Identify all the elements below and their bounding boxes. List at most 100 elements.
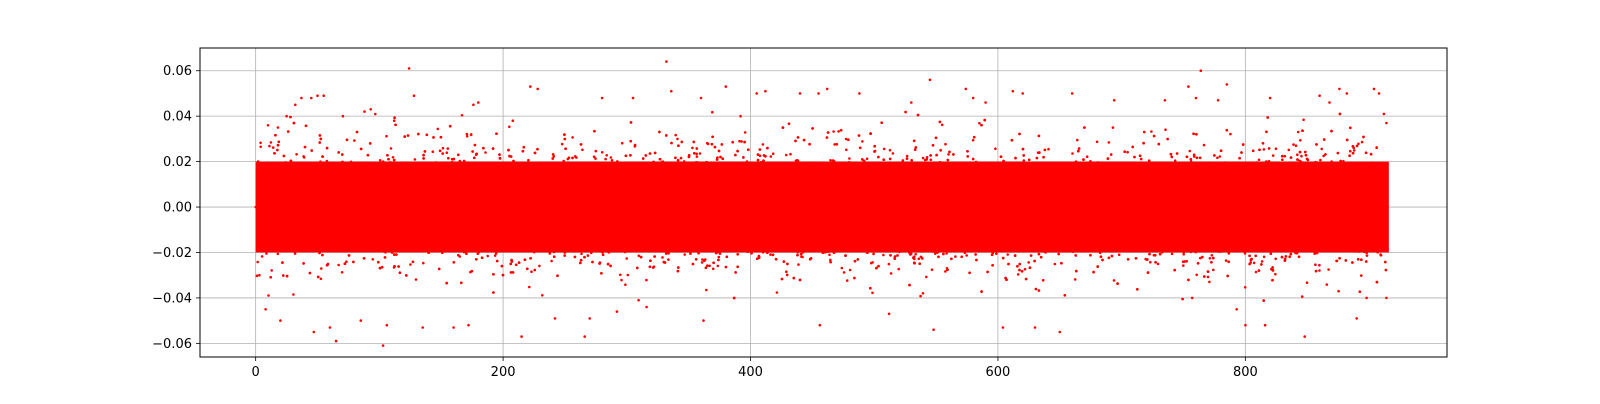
data-point [465, 161, 469, 165]
data-point [494, 252, 498, 255]
data-point [295, 162, 298, 165]
data-point [1060, 261, 1063, 265]
data-point [1126, 150, 1129, 154]
data-point [431, 150, 435, 153]
data-point [509, 271, 513, 274]
data-point [1089, 160, 1092, 163]
data-point [1296, 158, 1299, 161]
data-point [473, 156, 476, 160]
data-point [1379, 253, 1383, 257]
data-point [567, 156, 571, 159]
data-point [1284, 255, 1288, 258]
data-point [821, 251, 825, 254]
data-point [694, 258, 698, 261]
data-point [292, 293, 295, 296]
data-point [889, 254, 892, 257]
data-point [856, 258, 860, 261]
data-point [875, 266, 878, 270]
data-point [720, 143, 724, 146]
data-point [794, 139, 797, 143]
data-point [325, 159, 329, 163]
data-point [495, 259, 499, 263]
data-point [858, 146, 862, 150]
data-point [1217, 250, 1220, 253]
data-point [771, 253, 775, 257]
data-point [652, 160, 655, 164]
data-point [710, 142, 714, 146]
data-point [573, 255, 577, 259]
data-point [1252, 261, 1256, 265]
data-point [1029, 254, 1033, 257]
data-point [629, 139, 632, 143]
data-point [462, 159, 466, 163]
data-point [1262, 148, 1266, 151]
data-point [944, 142, 947, 146]
data-point [411, 260, 415, 264]
data-point [1219, 250, 1223, 253]
data-point [826, 250, 830, 253]
data-point [341, 114, 345, 118]
data-point [571, 136, 574, 139]
data-point [345, 260, 348, 264]
data-point [950, 257, 953, 261]
data-point [1249, 261, 1252, 264]
data-point [991, 264, 994, 267]
data-point [1039, 255, 1043, 259]
data-point [1300, 295, 1304, 298]
data-point [1274, 272, 1277, 276]
data-point [1305, 281, 1309, 285]
data-point [615, 310, 619, 313]
data-point [319, 277, 323, 281]
data-point [1330, 160, 1333, 163]
data-point [1170, 155, 1174, 159]
data-point [434, 161, 438, 164]
data-point [438, 149, 442, 153]
data-point [1262, 299, 1265, 302]
data-point [800, 255, 803, 258]
data-point [340, 161, 343, 165]
data-point [629, 121, 633, 124]
y-tick-label: 0.04 [163, 110, 192, 125]
data-point [670, 89, 673, 93]
data-point [276, 252, 280, 256]
data-point [1357, 250, 1361, 253]
data-point [1033, 259, 1036, 263]
data-point [766, 146, 769, 150]
data-point [1035, 156, 1039, 160]
data-point [952, 153, 955, 156]
data-point [769, 155, 773, 158]
data-point [1360, 258, 1363, 262]
data-point [904, 110, 907, 114]
data-point [1152, 134, 1156, 138]
data-point [1360, 140, 1364, 144]
x-tick-label: 0 [252, 365, 260, 380]
data-point [665, 60, 668, 63]
data-point [869, 286, 872, 290]
data-point [990, 161, 994, 165]
data-point [880, 121, 883, 124]
data-point [847, 138, 850, 141]
data-point [1318, 94, 1321, 97]
data-point [1047, 147, 1050, 151]
data-point [1318, 269, 1321, 272]
data-point [1385, 121, 1388, 125]
data-point [866, 251, 869, 254]
data-point [381, 160, 385, 163]
data-point [1033, 326, 1037, 329]
data-point [913, 148, 917, 151]
data-point [675, 161, 679, 164]
data-point [818, 323, 822, 327]
data-point [1325, 283, 1329, 286]
data-point [600, 151, 604, 154]
y-tick-label: −0.06 [152, 337, 192, 352]
data-point [785, 273, 789, 277]
data-point [845, 279, 849, 282]
data-point [853, 259, 857, 263]
data-point [882, 158, 885, 161]
data-point [699, 96, 703, 100]
data-point [942, 252, 945, 256]
data-point [905, 157, 909, 160]
data-point [1358, 290, 1362, 294]
data-point [965, 254, 968, 257]
data-point [840, 266, 844, 270]
